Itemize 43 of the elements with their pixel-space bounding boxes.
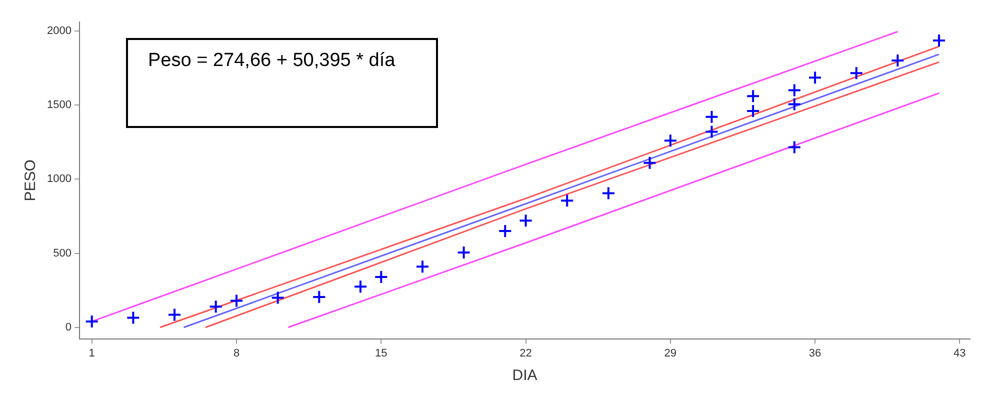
point bbox=[456, 246, 471, 260]
point bbox=[642, 156, 657, 170]
point bbox=[353, 280, 368, 294]
y-tick-label: 1500 bbox=[46, 99, 72, 112]
point bbox=[808, 70, 822, 85]
x-tick-label: 15 bbox=[375, 347, 388, 360]
point bbox=[498, 224, 512, 238]
point bbox=[230, 294, 244, 308]
x-tick-label: 29 bbox=[664, 347, 677, 360]
point bbox=[663, 134, 678, 148]
point bbox=[932, 34, 946, 48]
point bbox=[126, 310, 140, 325]
point bbox=[787, 83, 802, 98]
x-tick-label: 22 bbox=[520, 347, 532, 360]
point bbox=[84, 314, 99, 328]
x-tick-label: 43 bbox=[954, 347, 966, 360]
x-tick-label: 1 bbox=[88, 347, 95, 360]
point bbox=[704, 110, 719, 124]
y-tick-label: 2000 bbox=[46, 24, 72, 37]
point bbox=[518, 214, 533, 228]
point bbox=[746, 104, 760, 118]
point bbox=[849, 66, 864, 80]
point bbox=[374, 270, 388, 284]
y-tick-label: 0 bbox=[65, 321, 72, 334]
point bbox=[560, 194, 574, 208]
point bbox=[704, 124, 719, 139]
point bbox=[208, 300, 223, 314]
point bbox=[746, 89, 760, 104]
point bbox=[787, 97, 802, 112]
y-axis-title: PESO bbox=[22, 160, 40, 202]
x-tick-label: 8 bbox=[233, 347, 240, 360]
point bbox=[168, 308, 182, 322]
point bbox=[270, 290, 285, 305]
x-tick-label: 36 bbox=[808, 347, 822, 360]
point bbox=[312, 290, 326, 304]
y-tick-label: 1000 bbox=[46, 173, 72, 186]
point bbox=[415, 260, 430, 274]
annotation: Peso = 274,66 + 50,395 * día bbox=[148, 50, 396, 72]
point bbox=[787, 140, 802, 154]
y-tick-label: 500 bbox=[53, 247, 72, 260]
point bbox=[601, 186, 616, 200]
point bbox=[890, 54, 905, 68]
x-axis-title: DIA bbox=[512, 367, 538, 384]
